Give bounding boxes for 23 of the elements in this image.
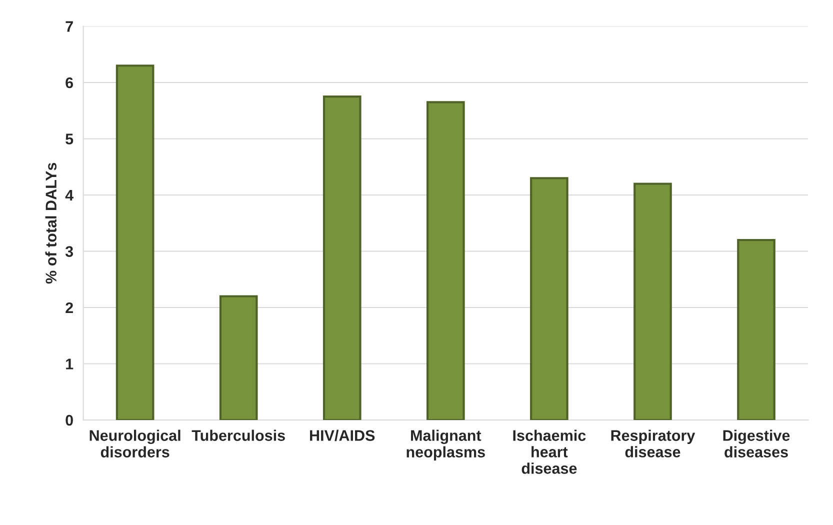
bar	[530, 177, 568, 420]
y-tick-label: 7	[66, 21, 73, 32]
x-tick-label: Malignant neoplasms	[406, 430, 485, 460]
bar	[116, 64, 154, 420]
bar	[634, 182, 672, 420]
x-tick-label: Tuberculosis	[192, 430, 285, 441]
bar	[322, 96, 362, 420]
x-tick-label: HIV/AIDS	[310, 430, 375, 442]
x-tick-label: Digestive diseases	[723, 430, 790, 458]
bar	[219, 295, 258, 420]
x-tick-label: Neurological disorders	[90, 430, 180, 458]
x-tick-label: Ischaemic heart disease	[513, 430, 586, 474]
y-tick-label: 6	[66, 77, 74, 88]
y-axis-title: % of total DALYs	[45, 162, 57, 284]
bar	[737, 238, 776, 420]
y-tick-label: 2	[66, 302, 73, 314]
y-tick-label: 1	[66, 358, 74, 370]
bar	[426, 101, 465, 420]
x-tick-label: Respiratory disease	[611, 430, 696, 458]
y-tick-label: 3	[65, 246, 74, 257]
y-tick-label: 4	[65, 190, 74, 201]
y-tick-label: 5	[66, 134, 74, 144]
y-tick-label: 0	[66, 414, 73, 426]
